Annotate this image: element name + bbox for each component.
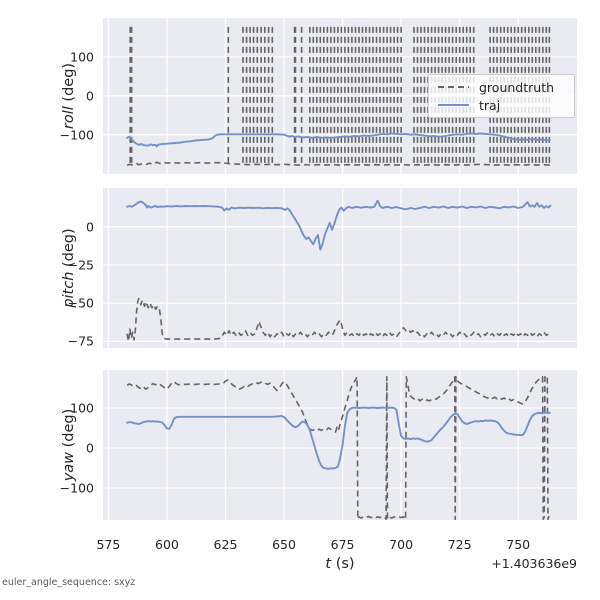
pitch-y-tick-label: −50 [67, 295, 94, 311]
yaw-subplot [103, 370, 577, 520]
x-tick-label: 675 [330, 537, 355, 552]
x-tick-label: 725 [447, 537, 472, 552]
groundtruth-line [126, 161, 550, 167]
x-axis-offset-text: +1.403636e9 [491, 556, 577, 571]
x-tick-label: 625 [213, 537, 238, 552]
figure-note: euler_angle_sequence: sxyz [2, 577, 136, 588]
solid-line-sample [438, 104, 469, 106]
x-tick-label: 700 [389, 537, 414, 552]
traj-line [126, 199, 552, 251]
pitch-y-tick-label: −25 [67, 257, 94, 273]
pitch-y-tick-label: −75 [67, 333, 94, 349]
roll-y-tick-label: −100 [59, 127, 94, 143]
x-tick-label: 750 [506, 537, 531, 552]
roll-y-tick-label: 0 [86, 88, 94, 104]
x-axis-label-var: t [325, 556, 332, 572]
legend-label: traj [479, 97, 501, 113]
yaw-axis-label: yaw (deg) [61, 409, 77, 482]
x-axis-label: t (s) [325, 556, 354, 572]
traj-line [126, 132, 551, 148]
legend-label: groundtruth [479, 79, 555, 95]
legend-item-traj: traj [438, 98, 574, 113]
yaw-y-tick-label: −100 [59, 480, 94, 496]
roll-axis-label-var: roll [61, 106, 77, 130]
yaw-y-tick-label: 100 [70, 400, 94, 416]
roll-axis-label: roll (deg) [61, 63, 77, 129]
groundtruth-line [126, 297, 552, 343]
roll-axis-label-unit: (deg) [61, 62, 77, 107]
dashed-line-sample [438, 86, 469, 88]
groundtruth-line [126, 376, 550, 520]
x-tick-label: 650 [272, 537, 296, 552]
legend: groundtruth traj [428, 74, 575, 118]
traj-line [126, 406, 551, 470]
yaw-y-tick-label: 0 [86, 440, 94, 456]
x-tick-label: 600 [154, 537, 179, 552]
yaw-axis-label-var: yaw [61, 451, 77, 482]
pitch-y-tick-label: 0 [86, 219, 94, 235]
roll-y-tick-label: 100 [70, 49, 94, 65]
yaw-plot-svg [103, 370, 577, 520]
pitch-plot-svg [103, 188, 577, 348]
x-tick-label: 575 [96, 537, 121, 552]
legend-item-groundtruth: groundtruth [438, 80, 574, 95]
x-axis-label-unit: (s) [331, 556, 355, 572]
pitch-subplot [103, 188, 577, 348]
